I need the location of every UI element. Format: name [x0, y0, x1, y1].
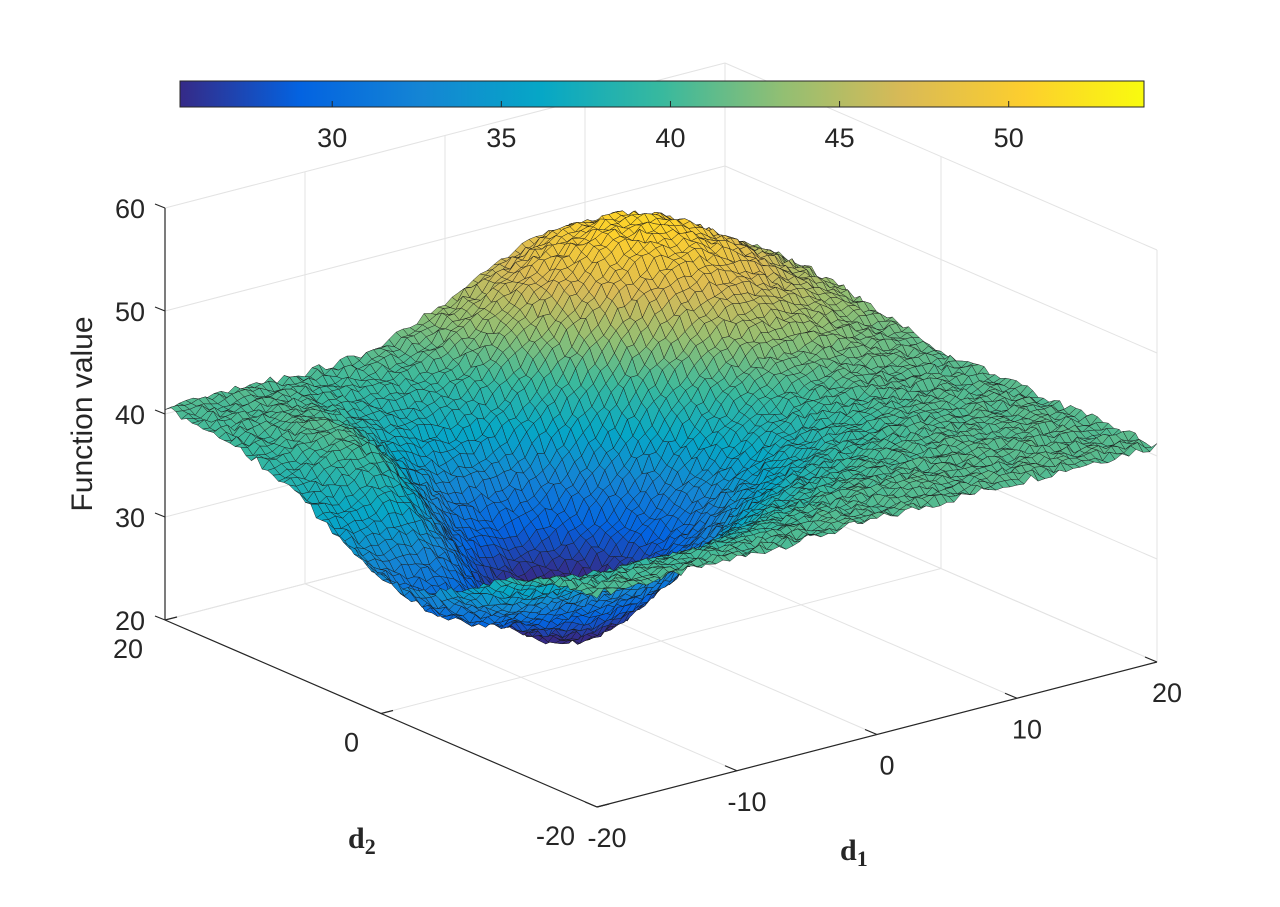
grid-line — [380, 568, 942, 714]
surface-mesh — [164, 210, 1158, 646]
